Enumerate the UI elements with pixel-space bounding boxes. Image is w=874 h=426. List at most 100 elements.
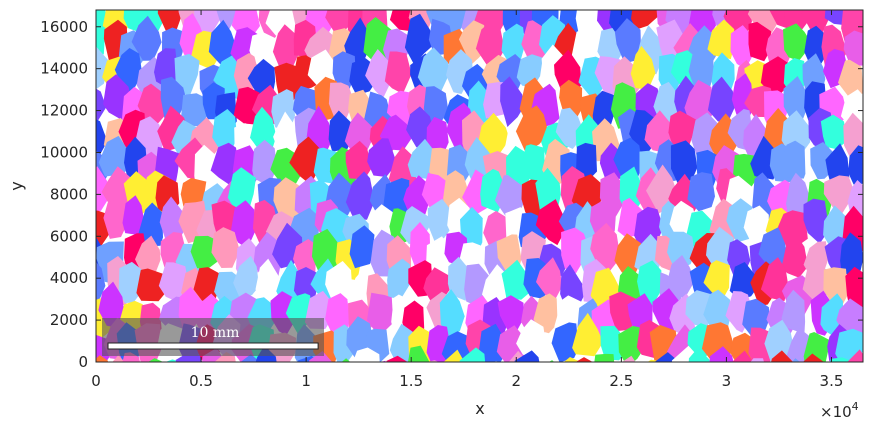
x-tick-label-0: 0 bbox=[91, 372, 101, 390]
grain-525 bbox=[709, 346, 734, 362]
grain-526 bbox=[731, 350, 754, 362]
grain-160 bbox=[783, 76, 808, 122]
grain-509 bbox=[407, 345, 430, 362]
grain-393 bbox=[536, 257, 563, 302]
grain-127 bbox=[160, 76, 187, 119]
grain-262 bbox=[383, 178, 410, 215]
grain-356 bbox=[614, 233, 641, 276]
grain-438 bbox=[609, 291, 638, 332]
scale-bar-label: 10 mm bbox=[191, 325, 240, 341]
grain-500 bbox=[240, 354, 261, 362]
grain-359 bbox=[667, 231, 695, 271]
grain-126 bbox=[137, 83, 166, 125]
x-tick-label-7: 3.5 bbox=[820, 372, 844, 390]
grain-221 bbox=[388, 146, 418, 189]
y-tick-label-5: 10000 bbox=[40, 143, 88, 161]
grain-507 bbox=[380, 360, 386, 362]
grain-123 bbox=[96, 88, 107, 124]
x-tick-label-1: 0.5 bbox=[189, 372, 213, 390]
grain-289 bbox=[122, 195, 146, 236]
y-tick-label-7: 14000 bbox=[40, 60, 88, 78]
x-tick-label-5: 2.5 bbox=[609, 372, 633, 390]
grain-531 bbox=[830, 357, 850, 362]
grain-407 bbox=[802, 264, 829, 301]
grain-519 bbox=[594, 353, 615, 362]
grain-489 bbox=[803, 332, 831, 362]
grain-285 bbox=[823, 175, 855, 214]
grain-247 bbox=[101, 166, 135, 213]
y-tick-label-4: 8000 bbox=[50, 185, 88, 203]
grain-131 bbox=[233, 86, 262, 125]
grain-100 bbox=[417, 47, 451, 98]
grain-55 bbox=[344, 17, 370, 67]
x-tick-label-4: 2 bbox=[512, 372, 522, 390]
grain-174 bbox=[273, 111, 297, 161]
grain-150 bbox=[592, 90, 617, 135]
grain-402 bbox=[703, 260, 730, 303]
grain-389 bbox=[464, 263, 490, 308]
grain-288 bbox=[103, 197, 129, 239]
grain-400 bbox=[666, 255, 695, 298]
grain-324 bbox=[777, 210, 808, 249]
grain-195 bbox=[668, 110, 696, 151]
grain-411 bbox=[98, 281, 125, 328]
grain-447 bbox=[781, 289, 806, 334]
grain-527 bbox=[750, 358, 764, 362]
grain-76 bbox=[748, 21, 772, 62]
grain-242 bbox=[779, 140, 806, 179]
grain-342 bbox=[349, 225, 375, 269]
grain-187 bbox=[515, 105, 549, 153]
grain-522 bbox=[654, 352, 678, 362]
grain-377 bbox=[233, 255, 259, 299]
y-axis-label: y bbox=[7, 181, 26, 190]
grain-141 bbox=[423, 86, 449, 125]
grain-128 bbox=[181, 93, 209, 127]
grain-532 bbox=[847, 349, 863, 362]
grain-477 bbox=[572, 312, 604, 357]
grain-530 bbox=[802, 353, 824, 362]
grain-228 bbox=[520, 144, 545, 184]
grain-69 bbox=[614, 18, 642, 64]
x-tick-label-6: 3 bbox=[722, 372, 732, 390]
grain-145 bbox=[500, 76, 524, 127]
grain-63 bbox=[501, 23, 526, 64]
grain-263 bbox=[403, 175, 432, 218]
grain-391 bbox=[501, 259, 530, 300]
grain-496 bbox=[165, 359, 179, 362]
grain-502 bbox=[270, 363, 293, 402]
grain-474 bbox=[516, 319, 547, 358]
grain-245 bbox=[848, 145, 863, 185]
grain-512 bbox=[459, 347, 486, 362]
grain-97 bbox=[365, 49, 395, 99]
x-tick-label-2: 1 bbox=[301, 372, 311, 390]
grain-520 bbox=[622, 355, 636, 362]
grain-429 bbox=[439, 289, 465, 337]
scale-bar-background bbox=[102, 318, 324, 356]
grain-260 bbox=[345, 171, 375, 220]
grain-425 bbox=[367, 292, 394, 334]
grain-26 bbox=[575, 10, 603, 34]
grain-434 bbox=[533, 293, 558, 335]
grain-75 bbox=[730, 25, 752, 70]
grain-394 bbox=[560, 264, 587, 307]
grain-517 bbox=[563, 357, 581, 362]
grain-19 bbox=[439, 10, 468, 41]
grain-236 bbox=[670, 140, 698, 183]
grain-171 bbox=[212, 109, 237, 153]
grain-278 bbox=[687, 172, 715, 212]
grain-29 bbox=[631, 10, 659, 30]
grain-345 bbox=[409, 222, 431, 268]
grain-495 bbox=[148, 358, 164, 362]
grain-305 bbox=[427, 198, 454, 244]
grain-61 bbox=[458, 20, 486, 65]
grain-map bbox=[96, 10, 863, 402]
y-tick-label-2: 4000 bbox=[50, 269, 88, 287]
grain-382 bbox=[325, 261, 353, 304]
grain-529 bbox=[791, 358, 801, 362]
y-tick-label-0: 0 bbox=[78, 353, 88, 371]
grain-62 bbox=[475, 20, 505, 67]
grain-51 bbox=[272, 24, 299, 72]
grain-385 bbox=[387, 258, 411, 299]
grain-216 bbox=[289, 136, 320, 185]
grain-316 bbox=[634, 206, 664, 249]
